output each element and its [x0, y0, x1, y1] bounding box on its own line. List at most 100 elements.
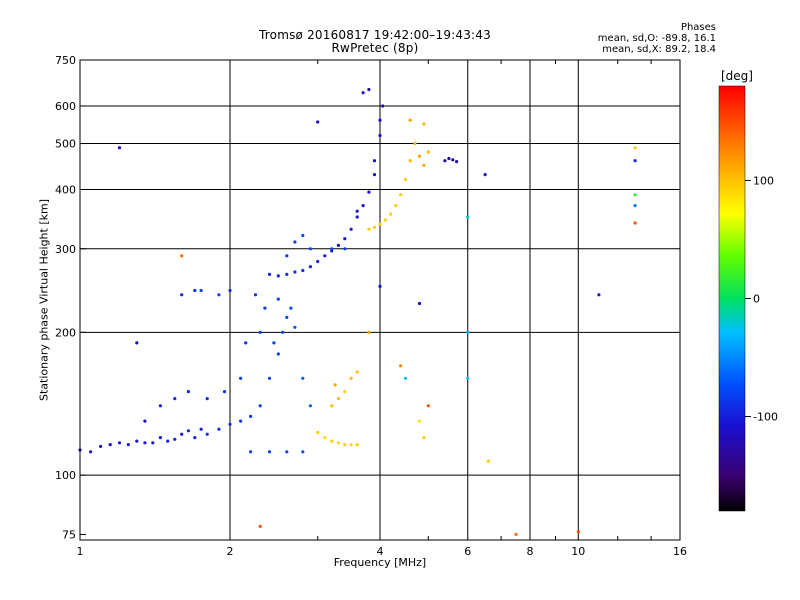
data-point	[135, 439, 139, 443]
data-point	[126, 443, 130, 447]
data-point	[389, 212, 393, 216]
data-point	[333, 383, 337, 387]
data-point	[228, 422, 232, 426]
data-point	[99, 444, 103, 448]
data-point	[158, 404, 162, 408]
data-point	[301, 376, 305, 380]
data-point	[378, 284, 382, 288]
data-point	[343, 237, 347, 241]
x-tick-label: 4	[377, 545, 384, 558]
y-tick-label: 200	[55, 326, 76, 339]
data-point	[228, 288, 232, 293]
data-point	[399, 364, 403, 368]
data-point	[408, 159, 412, 163]
o-mode-stats: mean, sd,O: -89.8, 16.1	[597, 33, 716, 44]
data-point	[276, 352, 280, 356]
data-point	[308, 265, 312, 269]
data-point	[258, 524, 262, 528]
data-points	[78, 87, 637, 537]
x-tick-label: 16	[673, 545, 687, 558]
data-point	[367, 330, 371, 334]
y-tick-label: 400	[55, 184, 76, 197]
data-point	[349, 227, 353, 231]
data-point	[180, 254, 184, 258]
data-point	[394, 204, 398, 208]
data-point	[633, 221, 637, 225]
data-point	[330, 247, 334, 251]
data-point	[186, 390, 190, 394]
data-point	[361, 204, 365, 208]
x-tick-label: 10	[571, 545, 585, 558]
data-point	[193, 436, 197, 440]
data-point	[267, 376, 272, 380]
data-point	[267, 450, 272, 454]
data-point	[336, 397, 340, 401]
data-point	[276, 274, 280, 278]
data-point	[281, 330, 285, 334]
data-point	[372, 159, 377, 163]
data-point	[343, 247, 347, 251]
data-point	[285, 315, 289, 319]
data-point	[403, 376, 408, 380]
data-point	[193, 288, 197, 293]
y-tick-label: 100	[55, 469, 76, 482]
data-point	[426, 150, 430, 154]
data-point	[285, 254, 289, 258]
data-point	[633, 146, 637, 150]
data-point	[381, 104, 385, 108]
data-point	[199, 427, 203, 431]
x-tick-label: 8	[527, 545, 534, 558]
data-point	[447, 156, 451, 161]
data-point	[367, 227, 371, 231]
data-point	[108, 443, 112, 447]
data-point	[514, 532, 518, 537]
data-point	[343, 390, 347, 394]
data-point	[166, 439, 170, 443]
data-point	[135, 341, 139, 345]
data-point	[173, 397, 177, 401]
y-tick-label: 75	[62, 528, 76, 541]
colorbar-tick-label: 0	[753, 293, 760, 306]
data-point	[336, 243, 340, 247]
data-point	[301, 450, 305, 454]
data-point	[293, 240, 297, 244]
phases-heading: Phases	[680, 22, 716, 33]
data-point	[372, 225, 377, 229]
data-point	[316, 430, 320, 435]
data-point	[89, 450, 93, 454]
data-point	[417, 419, 422, 423]
data-point	[417, 301, 422, 306]
plot-frame	[79, 59, 681, 541]
data-point	[316, 259, 320, 264]
colorbar-tick-label: -100	[753, 411, 778, 424]
data-point	[143, 419, 147, 423]
data-point	[361, 91, 365, 95]
data-point	[422, 122, 426, 126]
data-point	[378, 133, 382, 138]
data-point	[285, 272, 289, 276]
data-point	[239, 419, 243, 423]
data-point	[308, 404, 312, 408]
data-point	[367, 87, 371, 92]
data-point	[355, 215, 359, 219]
data-point	[355, 209, 359, 213]
data-point	[383, 218, 387, 222]
data-point	[158, 436, 162, 440]
data-point	[323, 254, 327, 258]
data-point	[222, 390, 227, 394]
data-point	[372, 173, 377, 177]
data-point	[403, 177, 408, 182]
x-tick-label: 1	[77, 545, 84, 558]
data-point	[316, 120, 320, 124]
colorbar-unit-label: [deg]	[721, 69, 753, 83]
data-point	[263, 306, 267, 310]
data-point	[151, 441, 155, 445]
data-point	[330, 404, 334, 408]
data-point	[180, 432, 184, 436]
data-point	[597, 293, 601, 297]
data-point	[249, 450, 253, 454]
y-tick-label: 600	[55, 100, 76, 113]
data-point	[186, 429, 190, 433]
data-point	[466, 376, 470, 380]
